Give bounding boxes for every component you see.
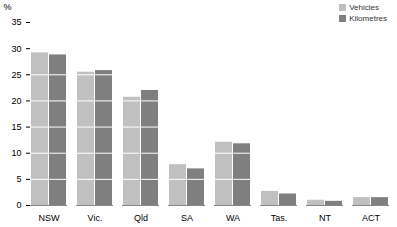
svg-text:25: 25 <box>11 70 21 80</box>
svg-text:Qld: Qld <box>134 213 148 223</box>
svg-text:20: 20 <box>11 96 21 106</box>
svg-text:NSW: NSW <box>39 213 61 223</box>
svg-text:%: % <box>4 2 12 12</box>
svg-text:10: 10 <box>11 148 21 158</box>
svg-text:35: 35 <box>11 17 21 27</box>
svg-text:0: 0 <box>16 200 21 210</box>
html-text:Kilometres: Kilometres <box>349 14 387 23</box>
svg-text:5: 5 <box>16 174 21 184</box>
svg-text:SA: SA <box>181 213 193 223</box>
svg-text:Tas.: Tas. <box>271 213 288 223</box>
svg-text:30: 30 <box>11 44 21 54</box>
html-text:Vehicles: Vehicles <box>349 3 379 12</box>
svg-text:NT: NT <box>319 213 331 223</box>
svg-text:ACT: ACT <box>362 213 381 223</box>
svg-text:15: 15 <box>11 122 21 132</box>
svg-text:WA: WA <box>226 213 240 223</box>
svg-text:Vic.: Vic. <box>88 213 103 223</box>
